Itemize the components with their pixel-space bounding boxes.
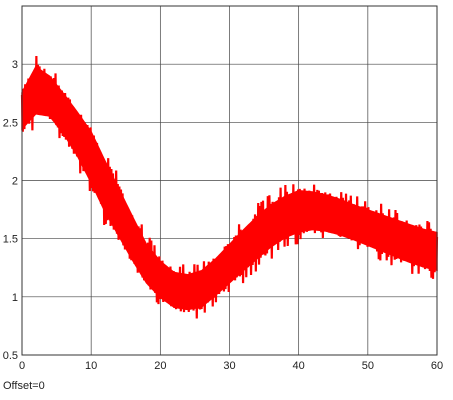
x-tick-label: 10 — [85, 360, 97, 372]
y-tick-label: 0.5 — [3, 350, 18, 362]
y-tick-labels: 0.5 1 1.5 2 2.5 3 — [3, 59, 18, 362]
x-tick-label: 40 — [293, 360, 305, 372]
plot-border — [21, 5, 438, 356]
y-tick-label: 2.5 — [3, 117, 18, 129]
x-tick-label: 0 — [19, 360, 25, 372]
y-tick-label: 1.5 — [3, 234, 18, 246]
x-tick-labels: 0 10 20 30 40 50 60 — [19, 360, 443, 372]
y-tick-label: 2 — [12, 176, 18, 188]
x-tick-label: 30 — [223, 360, 235, 372]
x-tick-label: 60 — [431, 360, 443, 372]
offset-label: Offset=0 — [3, 380, 45, 392]
x-tick-label: 50 — [362, 360, 374, 372]
x-tick-label: 20 — [154, 360, 166, 372]
y-tick-label: 3 — [12, 59, 18, 71]
y-tick-label: 1 — [12, 292, 18, 304]
series-line — [20, 55, 439, 319]
